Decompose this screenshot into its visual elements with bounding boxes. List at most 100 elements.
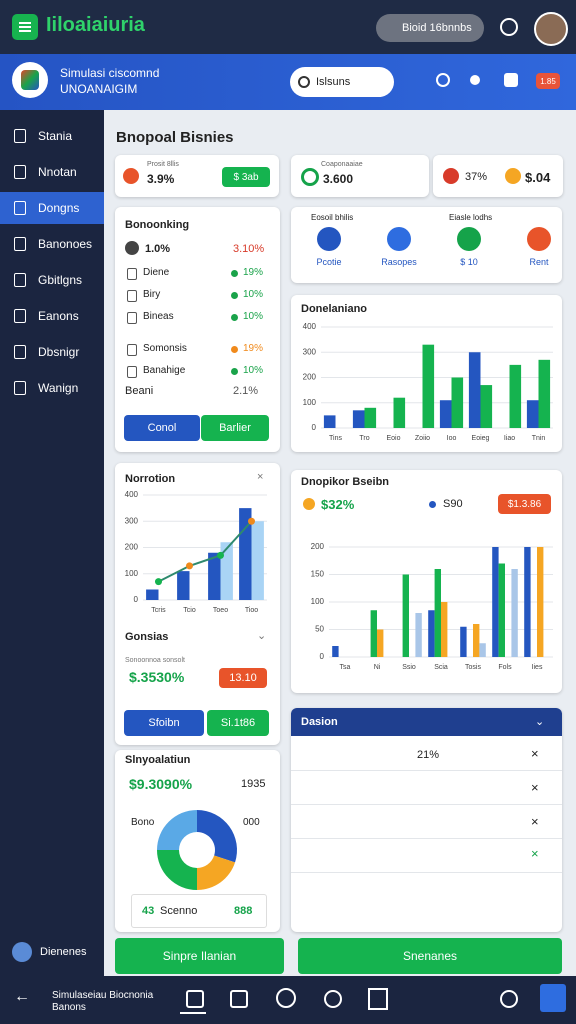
table-header: Dasion ⌄ — [291, 708, 562, 736]
chart-title: Donelaniano — [301, 303, 368, 315]
footer-label: Scenno — [160, 905, 198, 917]
quick-icons-card: Eosoil bhilis Eiasle lodhs Pcotie Rasopes… — [291, 207, 562, 283]
bar — [441, 602, 448, 657]
search-pill[interactable]: Bioid 16bnnbs — [376, 14, 484, 42]
donut-slice — [157, 850, 197, 890]
bar — [370, 610, 377, 657]
row-dot — [231, 270, 238, 277]
search-icon[interactable] — [500, 18, 518, 36]
x-tick-label: Zoiio — [415, 435, 430, 442]
nav-icon[interactable] — [500, 990, 518, 1008]
row-icon — [127, 268, 137, 280]
button[interactable]: Si.1t86 — [207, 710, 269, 736]
x-tick-label: Eoio — [386, 435, 400, 442]
nav-item: Wanign — [38, 381, 79, 395]
headline: 1.0% — [145, 243, 171, 255]
donut-slice — [197, 855, 236, 890]
bar — [428, 610, 435, 657]
nav-icon[interactable] — [186, 990, 204, 1008]
avatar[interactable] — [534, 12, 568, 46]
row-dot — [231, 292, 238, 299]
x-tick-label: Ioo — [447, 435, 457, 442]
button[interactable]: 13.10 — [219, 668, 267, 688]
footer-box: 43 Scenno 888 — [131, 894, 267, 928]
search-icon[interactable] — [436, 73, 450, 87]
nav-icon — [14, 129, 26, 143]
row-value: 10% — [243, 365, 264, 376]
app-name: Iiloaiaiuria — [46, 14, 145, 36]
line-point — [186, 562, 193, 570]
x-tick-label: Eoieg — [472, 435, 490, 442]
stat-button[interactable]: $ 3ab — [222, 167, 270, 187]
x-tick-label: Tcris — [151, 607, 166, 614]
stat-label: Coaponaaiae — [321, 161, 363, 168]
nav-icon[interactable] — [276, 988, 296, 1008]
row-label: Somonsis — [143, 343, 187, 354]
button[interactable]: Conol — [124, 415, 200, 441]
bar — [402, 574, 409, 657]
x-tick-label: Tsa — [340, 664, 351, 671]
action-button[interactable]: Sinpre Ilanian — [115, 938, 284, 974]
nav-icon — [14, 273, 26, 287]
close-icon[interactable]: × — [257, 471, 264, 483]
bar — [251, 521, 264, 600]
x-tick-label: Ni — [374, 664, 381, 671]
close-icon[interactable]: × — [531, 814, 539, 829]
message-icon[interactable] — [504, 73, 518, 87]
menu-button[interactable] — [12, 14, 38, 40]
footer-icon: 43 — [142, 905, 155, 917]
nav-icon[interactable] — [540, 984, 566, 1012]
quick-icon — [317, 227, 341, 251]
user-name: Dienenes — [40, 946, 87, 958]
bar — [509, 364, 522, 428]
stat-value: $.04 — [525, 170, 551, 185]
close-icon[interactable]: × — [531, 746, 539, 761]
action-button[interactable]: Snenanes — [298, 938, 562, 974]
button[interactable]: $1.3.86 — [498, 494, 551, 514]
value: $9.3090% — [129, 776, 193, 792]
nav-icon — [14, 201, 26, 215]
bar — [177, 571, 190, 600]
button[interactable]: Barlier — [201, 415, 269, 441]
dropdown-icon[interactable]: ⌄ — [257, 630, 267, 642]
card-title: Slnyoalatiun — [125, 754, 191, 766]
header: Simulasi ciscomnd UNOANAIGIM Islsuns 1.8… — [0, 54, 576, 110]
back-icon[interactable]: ← — [14, 988, 30, 1005]
y-tick-label: 0 — [320, 652, 325, 661]
nav-icon[interactable] — [230, 990, 248, 1008]
nav-icon[interactable] — [368, 988, 388, 1010]
section-title: Gonsias — [125, 631, 169, 643]
bar — [220, 542, 233, 600]
nav-item: Eanons — [38, 309, 79, 323]
headline-value: 3.10% — [233, 243, 265, 255]
quick-header: Eosoil bhilis — [311, 213, 354, 222]
bar — [468, 352, 481, 428]
donut-slice — [197, 810, 237, 863]
bottom-nav: ← Simulaseiau Biocnonia Banons — [0, 976, 576, 1024]
x-tick-label: Tnin — [532, 435, 546, 442]
line-point — [217, 551, 224, 559]
x-tick-label: Scia — [434, 664, 448, 671]
quick-icon — [457, 227, 481, 251]
bar — [393, 397, 406, 428]
stat-value: 3.600 — [323, 172, 354, 186]
button[interactable]: Sfoibn — [124, 710, 204, 736]
y-tick-label: 200 — [311, 542, 325, 551]
value: $.3530% — [129, 669, 185, 685]
x-tick-label: Fols — [498, 664, 512, 671]
chart-card: Donelaniano 0 100 200 300 400 Tins Tro Eoio Zoii… — [291, 295, 562, 452]
stat-card: Prosit 8llis 3.9% $ 3ab — [115, 155, 279, 197]
header-badge[interactable]: 1.85 — [536, 73, 560, 89]
close-icon[interactable]: × — [531, 846, 539, 861]
nav-icon[interactable] — [324, 990, 342, 1008]
header-search[interactable]: Islsuns — [290, 67, 394, 97]
bar — [364, 407, 377, 428]
info-icon[interactable] — [470, 75, 480, 85]
line — [158, 520, 253, 583]
dropdown-icon[interactable]: ⌄ — [535, 716, 545, 728]
table-title: Dasion — [301, 716, 338, 728]
nav-item: Dbsnigr — [38, 345, 80, 359]
bar — [537, 547, 544, 657]
close-icon[interactable]: × — [531, 780, 539, 795]
quick-label: $ 10 — [460, 257, 478, 267]
